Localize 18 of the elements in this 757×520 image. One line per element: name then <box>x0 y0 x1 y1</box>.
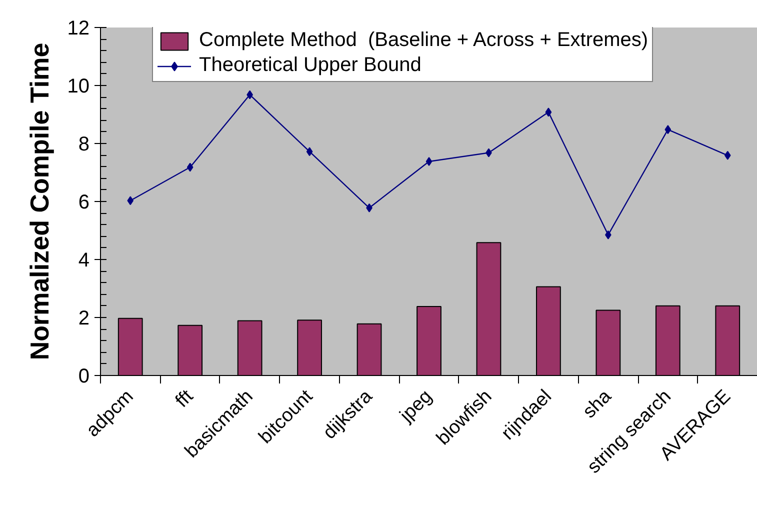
y-tick-label: 0 <box>78 366 90 388</box>
y-tick-label: 2 <box>78 308 90 330</box>
point <box>545 108 552 117</box>
point <box>664 125 672 134</box>
x-tick-label: sha <box>579 386 616 423</box>
point <box>306 147 313 156</box>
legend-label: Theoretical Upper Bound <box>199 54 422 77</box>
y-axis-title: Normalized Compile Time <box>24 42 54 360</box>
y-tick-label: 4 <box>78 250 90 272</box>
point <box>127 196 134 206</box>
y-tick-label: 10 <box>67 76 90 98</box>
y-tick-label: 8 <box>78 134 90 156</box>
point <box>186 162 194 172</box>
y-tick-label: 6 <box>78 192 90 214</box>
point <box>426 156 432 166</box>
legend-label: Complete Method (Baseline + Across + Extremes) <box>199 29 648 52</box>
y-tick-label: 12 <box>67 18 90 40</box>
point <box>724 150 731 160</box>
